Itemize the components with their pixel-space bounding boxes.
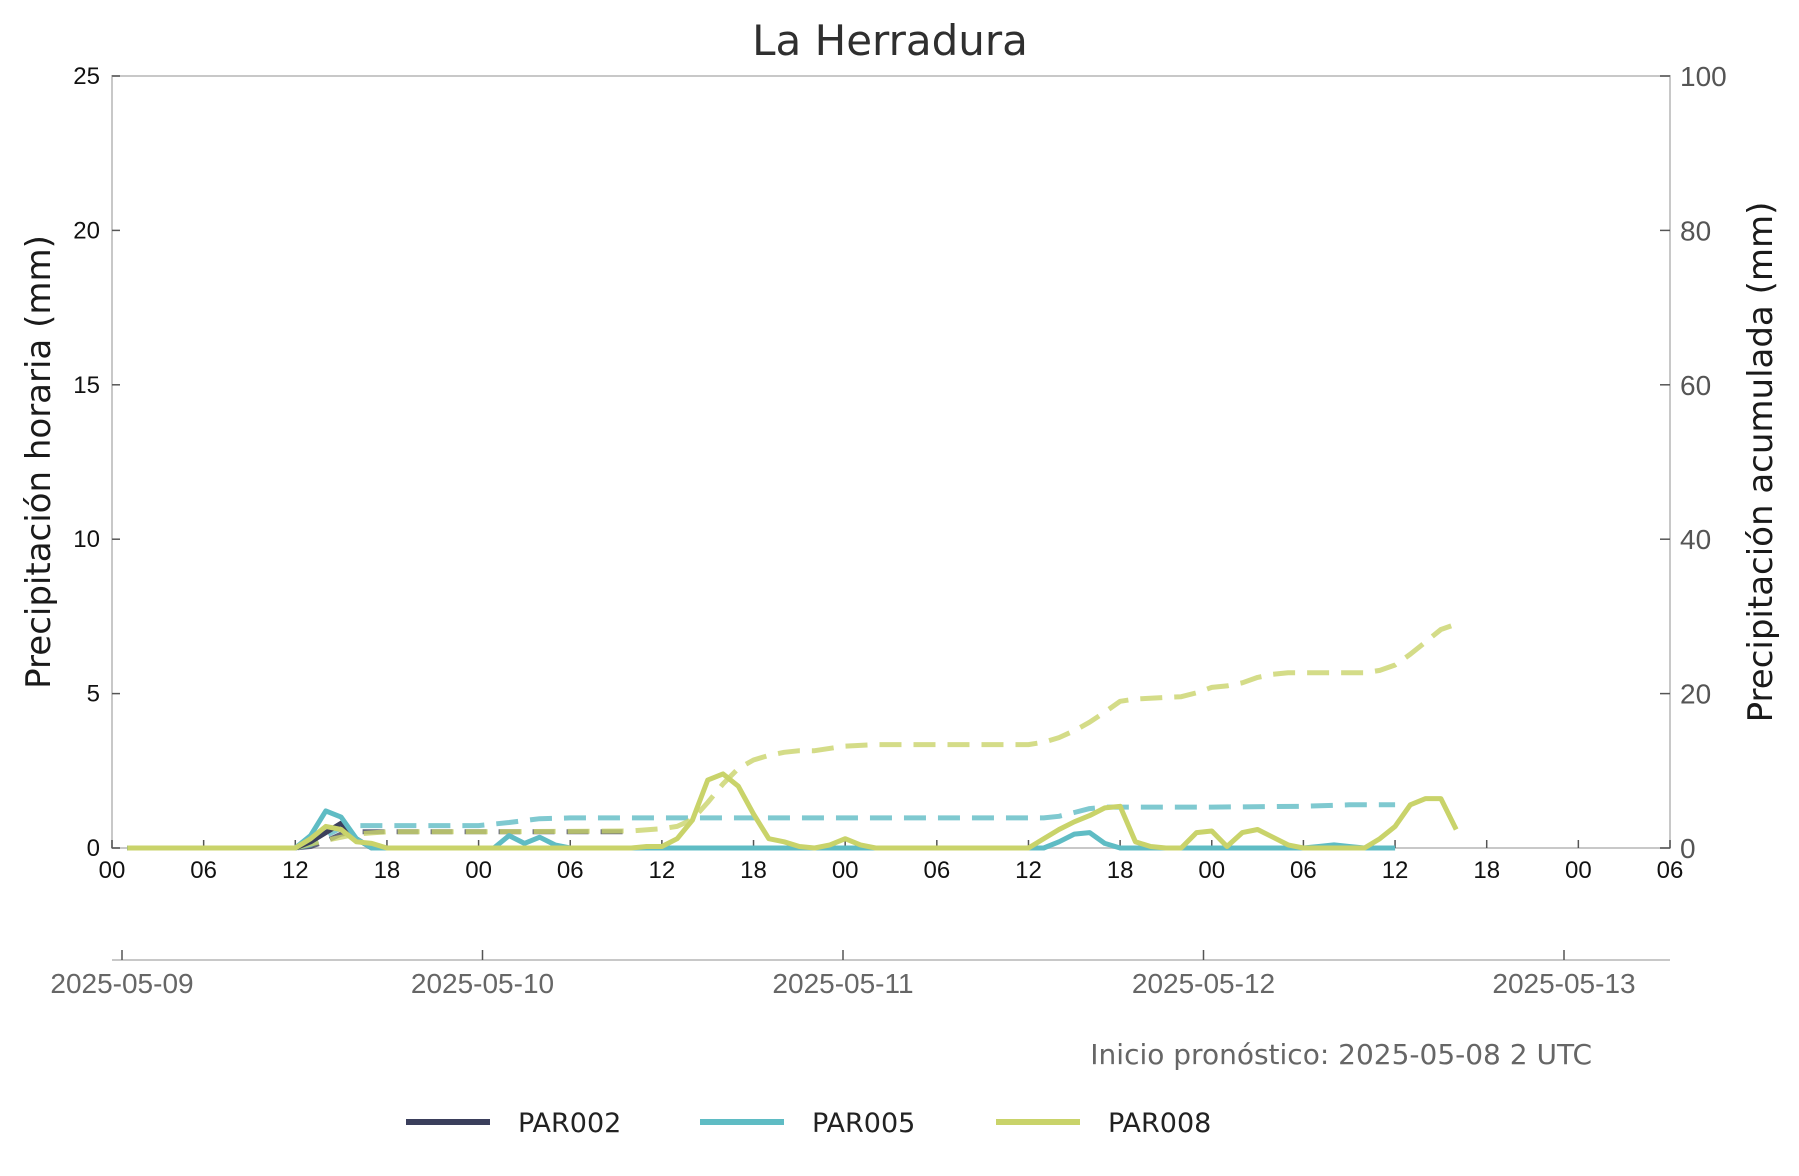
left-tick-label: 10 [73, 526, 100, 553]
hour-tick-label: 12 [1382, 857, 1409, 884]
right-axis: 0 20 40 60 80 100 [1660, 61, 1727, 864]
plot-area [111, 75, 1671, 849]
left-tick-label: 15 [73, 372, 100, 399]
right-tick-label: 20 [1680, 679, 1711, 710]
date-tick-label: 2025-05-10 [411, 968, 554, 999]
x-axis-hours: 00 06 12 18 00 06 12 18 00 06 12 18 00 06 12 18 00 06 [99, 840, 1684, 884]
right-tick-label: 100 [1680, 61, 1727, 92]
hour-tick-label: 18 [374, 857, 401, 884]
forecast-start-note: Inicio pronóstico: 2025-05-08 2 UTC [1090, 1038, 1592, 1071]
legend-label-par005: PAR005 [812, 1108, 915, 1139]
date-tick-label: 2025-05-12 [1132, 968, 1275, 999]
hour-tick-label: 18 [740, 857, 767, 884]
date-tick-label: 2025-05-11 [772, 968, 913, 999]
hour-tick-label: 00 [1198, 857, 1225, 884]
hour-tick-label: 06 [1657, 857, 1684, 884]
hour-tick-label: 06 [1290, 857, 1317, 884]
series-layer [127, 621, 1459, 851]
right-tick-label: 40 [1680, 524, 1711, 555]
hour-tick-label: 12 [649, 857, 676, 884]
x-axis-dates: 2025-05-09 2025-05-10 2025-05-11 2025-05-12… [50, 950, 1636, 999]
hour-tick-label: 18 [1473, 857, 1500, 884]
left-tick-label: 25 [73, 63, 100, 90]
chart-title: La Herradura [752, 16, 1028, 65]
date-tick-label: 2025-05-13 [1492, 968, 1635, 999]
plot-frame [111, 75, 1671, 849]
hour-tick-label: 12 [1015, 857, 1042, 884]
series-par008-accumulated [127, 621, 1458, 851]
left-axis: 0 5 10 15 20 25 [73, 63, 120, 862]
hour-tick-label: 00 [465, 857, 492, 884]
hour-tick-label: 00 [99, 857, 126, 884]
hour-tick-label: 00 [832, 857, 859, 884]
left-tick-label: 5 [87, 681, 100, 708]
right-axis-label: Precipitación acumulada (mm) [1741, 202, 1781, 723]
right-tick-label: 80 [1680, 215, 1711, 246]
left-tick-label: 20 [73, 217, 100, 244]
hour-tick-label: 06 [190, 857, 217, 884]
hour-tick-label: 06 [923, 857, 950, 884]
series-par008-hourly [127, 771, 1459, 851]
right-tick-label: 0 [1680, 833, 1696, 864]
hour-tick-label: 18 [1107, 857, 1134, 884]
legend: PAR002 PAR005 PAR008 [406, 1108, 1211, 1139]
legend-label-par008: PAR008 [1108, 1108, 1211, 1139]
left-tick-label: 0 [87, 835, 100, 862]
hour-tick-label: 00 [1565, 857, 1592, 884]
right-tick-label: 60 [1680, 370, 1711, 401]
date-tick-label: 2025-05-09 [50, 968, 193, 999]
hour-tick-label: 06 [557, 857, 584, 884]
left-axis-label: Precipitación horaria (mm) [19, 235, 59, 689]
legend-label-par002: PAR002 [518, 1108, 621, 1139]
hour-tick-label: 12 [282, 857, 309, 884]
